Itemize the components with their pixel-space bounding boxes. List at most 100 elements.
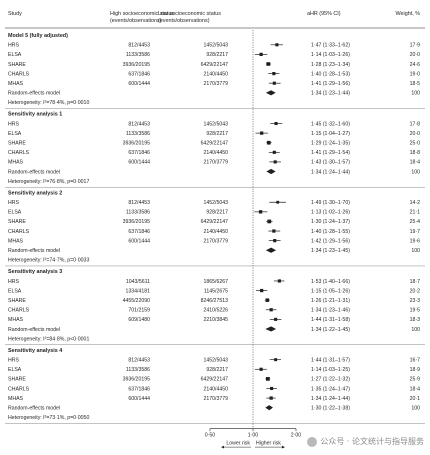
heterogeneity: Heterogeneity: I²=84·8%, p<0·0001 (8, 336, 89, 342)
ahr-ci: 1·41 (1·29–1·56) (311, 81, 350, 87)
study-name: HRS (8, 279, 19, 285)
pooled-weight: 100 (411, 169, 420, 175)
point-estimate (272, 81, 276, 85)
section-4: Sensitivity analysis 3 HRS 1043/5611 1865/6… (8, 269, 420, 342)
low-ses-events: 1145/2675 (204, 288, 228, 294)
point-estimate (277, 279, 281, 283)
pooled-diamond (265, 247, 277, 253)
weight: 21·1 (410, 210, 420, 216)
watermark-text: 公众号 · 论文统计与指导服务 (320, 437, 424, 446)
low-ses-events: 928/2217 (206, 52, 228, 58)
low-ses-events: 2170/3779 (203, 238, 228, 244)
pooled-weight: 100 (411, 405, 420, 411)
study-name: CHARLS (8, 386, 30, 392)
study-name: HRS (8, 357, 19, 363)
study-name: SHARE (8, 62, 26, 68)
pooled-diamond (266, 168, 276, 175)
header-low: Low socioeconomic status (158, 11, 221, 17)
forest-body: Model 5 (fully adjusted) HRS 812/4453 1452/… (8, 33, 420, 421)
higher-risk-label: Higher risk (256, 441, 281, 447)
weight: 25·0 (410, 141, 420, 147)
pooled-row: Random-effects model 1·34 (1·23–1·44) 100 (8, 90, 420, 97)
high-ses-events: 812/4453 (128, 121, 150, 127)
point-estimate (266, 62, 271, 66)
low-ses-events: 928/2217 (206, 210, 228, 216)
x-tick-label: 2·00 (291, 433, 301, 439)
heterogeneity: Heterogeneity: I²=76·8%, p=0·0017 (8, 179, 89, 185)
weight: 19·0 (410, 71, 420, 77)
pooled-label: Random-effects model (8, 327, 60, 333)
pooled-label: Random-effects model (8, 91, 60, 97)
weight: 24·6 (410, 62, 420, 68)
study-row: MHAS 600/1444 2170/3779 1·43 (1·30–1·57) 18·… (8, 160, 420, 166)
pooled-label: Random-effects model (8, 248, 60, 254)
study-name: ELSA (8, 210, 22, 216)
study-row: HRS 812/4453 1452/5043 1·44 (1·31–1·57) 16·7 (8, 357, 420, 363)
weight: 23·3 (410, 298, 420, 304)
study-name: MHAS (8, 317, 24, 323)
study-row: SHARE 3936/20195 6429/22147 1·29 (1·24–1·35… (8, 141, 420, 147)
point-estimate (265, 377, 270, 381)
point-estimate (260, 288, 264, 293)
section-1: Model 5 (fully adjusted) HRS 812/4453 1452/… (8, 33, 420, 106)
heterogeneity: Heterogeneity: I²=73·1%, p=0·0050 (8, 415, 89, 421)
higher-risk-arrowhead (282, 445, 285, 449)
low-ses-events: 2210/3845 (203, 317, 228, 323)
header-ahr: aHR (95% CI) (307, 11, 341, 17)
point-estimate (266, 140, 271, 145)
pooled-label: Random-effects model (8, 405, 60, 411)
section-title: Sensitivity analysis 2 (8, 190, 62, 196)
high-ses-events: 609/1480 (128, 317, 150, 323)
study-name: HRS (8, 121, 19, 127)
high-ses-events: 3936/20195 (123, 377, 151, 383)
study-row: HRS 812/4453 1452/5043 1·49 (1·30–1·70) 14·2 (8, 200, 420, 206)
header-study: Study (8, 11, 22, 17)
weight: 25·9 (410, 377, 420, 383)
pooled-weight: 100 (411, 248, 420, 254)
ahr-ci: 1·49 (1·30–1·70) (311, 200, 350, 206)
pooled-diamond (265, 326, 277, 332)
header-weight: Weight, % (396, 11, 421, 17)
ahr-ci: 1·47 (1·33–1·62) (311, 43, 350, 49)
weight: 16·7 (410, 357, 420, 363)
pooled-row: Random-effects model 1·34 (1·24–1·44) 100 (8, 168, 420, 175)
pooled-diamond (265, 90, 276, 96)
high-ses-events: 1043/5611 (126, 279, 150, 285)
study-name: ELSA (8, 367, 22, 373)
study-row: SHARE 3936/20195 6429/22147 1·30 (1·24–1·37… (8, 219, 420, 225)
separator-lines (5, 27, 425, 424)
point-estimate (272, 150, 276, 154)
study-name: SHARE (8, 377, 26, 383)
low-ses-events: 2170/3779 (203, 81, 228, 87)
weight: 17·8 (410, 121, 420, 127)
ahr-ci: 1·43 (1·30–1·57) (311, 160, 350, 166)
ahr-ci: 1·42 (1·29–1·56) (311, 238, 350, 244)
study-row: CHARLS 637/1846 2140/4450 1·40 (1·28–1·55) 1… (8, 229, 420, 235)
point-estimate (269, 396, 273, 400)
ahr-ci: 1·35 (1·24–1·47) (311, 386, 350, 392)
study-row: ELSA 1133/3586 928/2217 1·13 (1·02–1·26) 21·… (8, 210, 420, 216)
section-3: Sensitivity analysis 2 HRS 812/4453 1452/50… (8, 190, 420, 263)
low-ses-events: 2410/5226 (203, 308, 228, 314)
pooled-ci: 1·34 (1·22–1·45) (311, 327, 350, 333)
low-ses-events: 928/2217 (206, 367, 228, 373)
high-ses-events: 4455/22090 (123, 298, 151, 304)
point-estimate (267, 219, 272, 224)
weight: 19·6 (410, 238, 420, 244)
study-row: ELSA 1133/3586 928/2217 1·14 (1·03–1·25) 18·… (8, 367, 420, 373)
weight: 17·9 (410, 43, 420, 49)
weight: 18·3 (410, 317, 420, 323)
ahr-ci: 1·44 (1·31–1·58) (311, 317, 350, 323)
ahr-ci: 1·28 (1·23–1·34) (311, 62, 350, 68)
weight: 20·2 (410, 288, 420, 294)
high-ses-events: 600/1444 (128, 396, 150, 402)
weight: 19·7 (410, 229, 420, 235)
ahr-ci: 1·13 (1·02–1·26) (311, 210, 350, 216)
weight: 18·7 (410, 279, 420, 285)
x-axis: 0·50 1·00 2·00 Lower risk Higher risk (205, 30, 301, 449)
section-2: Sensitivity analysis 1 HRS 812/4453 1452/50… (8, 112, 420, 185)
pooled-weight: 100 (411, 91, 420, 97)
study-name: SHARE (8, 219, 26, 225)
study-row: CHARLS 637/1846 2140/4450 1·41 (1·29–1·54) 1… (8, 150, 420, 156)
low-ses-events: 1452/5043 (203, 43, 228, 49)
